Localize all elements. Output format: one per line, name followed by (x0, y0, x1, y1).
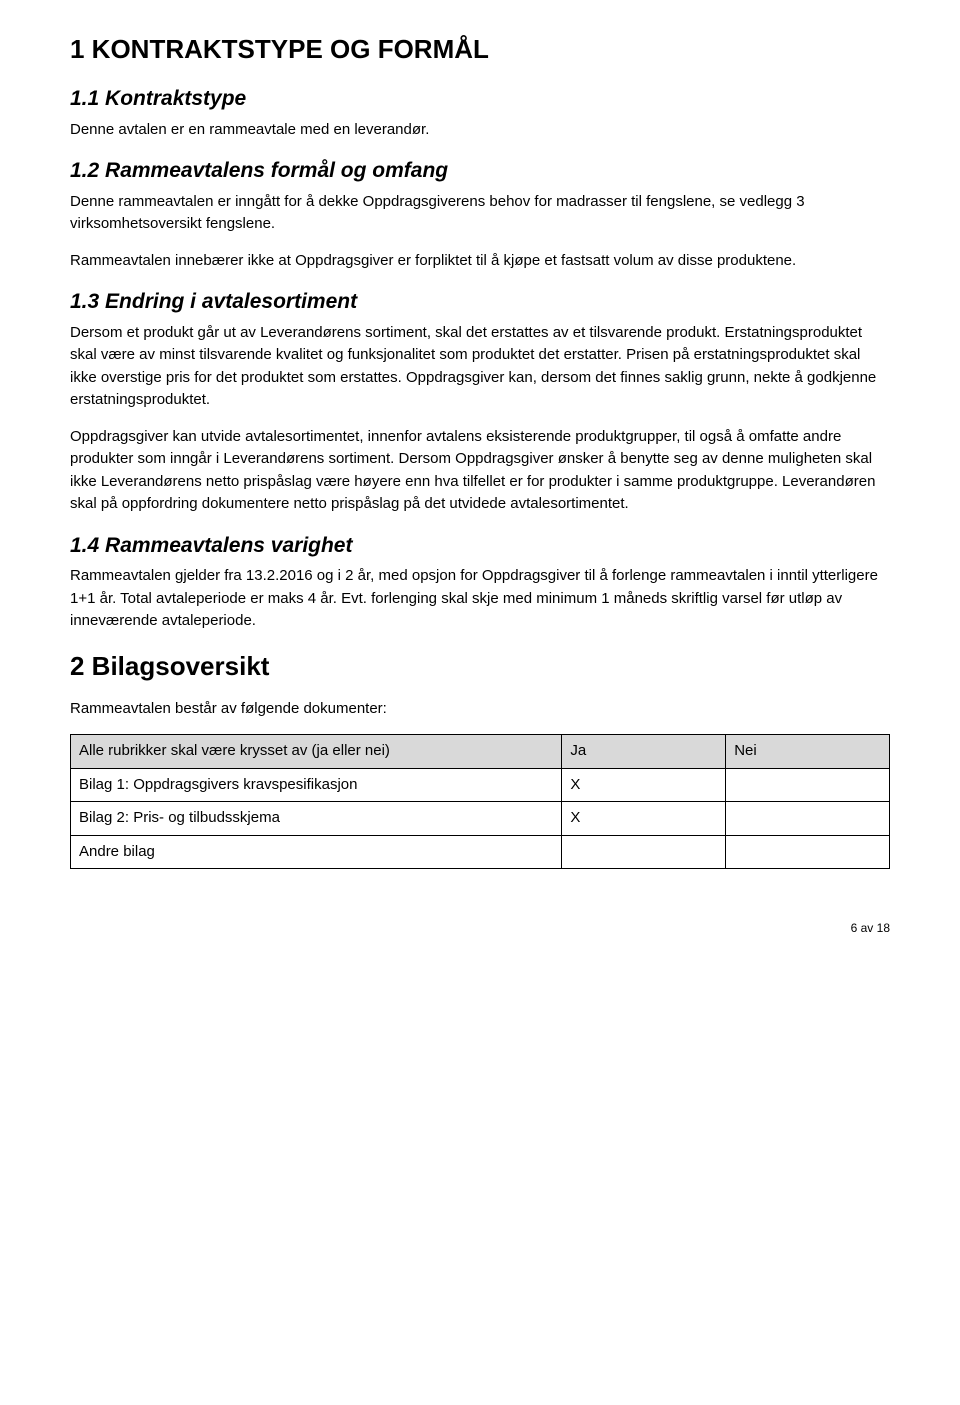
section-1-2-paragraph-1: Denne rammeavtalen er inngått for å dekk… (70, 191, 890, 236)
section-1-3-paragraph-2: Oppdragsgiver kan utvide avtalesortiment… (70, 426, 890, 516)
table-header-label: Alle rubrikker skal være krysset av (ja … (71, 735, 562, 769)
section-1-3-paragraph-1: Dersom et produkt går ut av Leverandøren… (70, 322, 890, 412)
table-cell-ja: X (562, 768, 726, 802)
section-1-2-heading: 1.2 Rammeavtalens formål og omfang (70, 155, 890, 187)
table-cell-ja (562, 835, 726, 869)
table-header-nei: Nei (726, 735, 890, 769)
table-header-ja: Ja (562, 735, 726, 769)
section-1-4-paragraph-1: Rammeavtalen gjelder fra 13.2.2016 og i … (70, 565, 890, 633)
table-cell-nei (726, 802, 890, 836)
table-cell-ja: X (562, 802, 726, 836)
table-cell-nei (726, 768, 890, 802)
page-footer: 6 av 18 (70, 919, 890, 937)
bilag-table: Alle rubrikker skal være krysset av (ja … (70, 734, 890, 869)
section-2-paragraph-1: Rammeavtalen består av følgende dokument… (70, 698, 890, 721)
section-1-2-paragraph-2: Rammeavtalen innebærer ikke at Oppdragsg… (70, 250, 890, 273)
section-1-1-heading: 1.1 Kontraktstype (70, 83, 890, 115)
table-row: Bilag 1: Oppdragsgivers kravspesifikasjo… (71, 768, 890, 802)
table-header-row: Alle rubrikker skal være krysset av (ja … (71, 735, 890, 769)
table-cell-label: Bilag 1: Oppdragsgivers kravspesifikasjo… (71, 768, 562, 802)
section-1-4-heading: 1.4 Rammeavtalens varighet (70, 530, 890, 562)
table-cell-label: Andre bilag (71, 835, 562, 869)
table-cell-label: Bilag 2: Pris- og tilbudsskjema (71, 802, 562, 836)
table-cell-nei (726, 835, 890, 869)
table-row: Andre bilag (71, 835, 890, 869)
section-1-1-paragraph-1: Denne avtalen er en rammeavtale med en l… (70, 119, 890, 142)
section-2-title: 2 Bilagsoversikt (70, 647, 890, 686)
table-row: Bilag 2: Pris- og tilbudsskjema X (71, 802, 890, 836)
section-1-3-heading: 1.3 Endring i avtalesortiment (70, 286, 890, 318)
section-1-title: 1 KONTRAKTSTYPE OG FORMÅL (70, 30, 890, 69)
